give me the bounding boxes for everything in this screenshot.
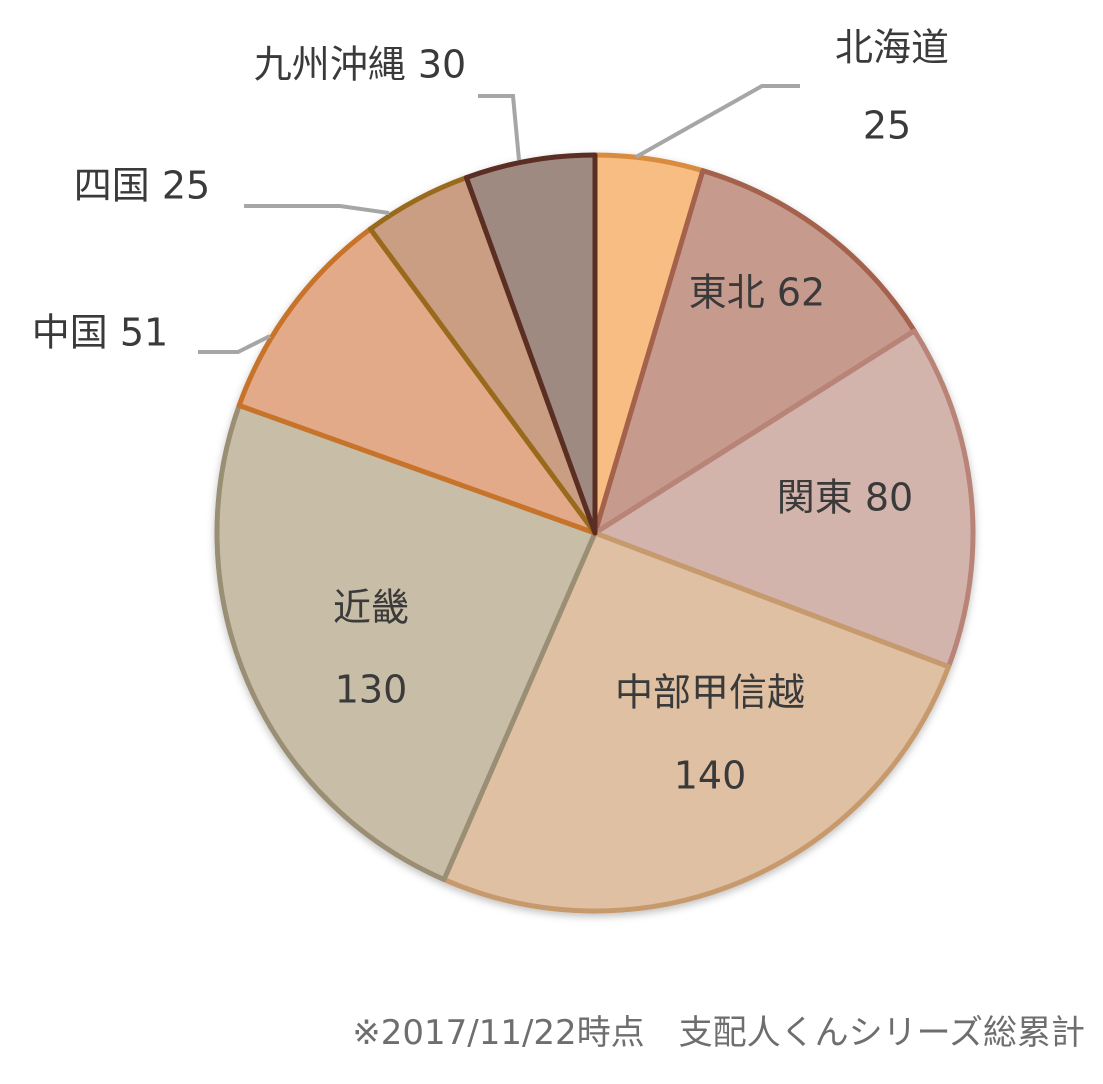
footnote: ※2017/11/22時点 支配人くんシリーズ総累計 [352,1013,1085,1053]
leader-line-7 [244,204,390,215]
pie-slice-2 [592,168,917,536]
outer-label-7: 四国 25 [74,164,210,208]
pie-slice-5 [214,402,598,883]
slice-label-value-5: 130 [335,668,408,712]
slice-label-value-4: 140 [674,754,747,798]
slice-label-2: 東北 62 [689,271,825,315]
pie-slice-3 [592,328,976,670]
pie-slice-6 [236,226,598,536]
outer-label-8: 九州沖縄 30 [254,43,466,87]
pie-slice-8 [463,152,598,536]
leader-line-6 [198,334,271,354]
leader-lines [198,84,800,354]
pie-slices [214,152,976,914]
outer-label-name-1: 北海道 [835,26,949,70]
leader-line-1 [635,84,800,159]
pie-slice-4 [441,530,952,914]
outer-label-value-1: 25 [863,104,911,148]
slice-label-3: 関東 80 [777,476,913,520]
leader-line-8 [478,94,521,161]
slice-label-name-4: 中部甲信越 [615,671,805,715]
slice-labels: 北海道 25 東北 62 関東 80 中部甲信越 140 近畿 130 中国 51 四国 25 九州… [32,26,949,798]
slice-label-name-5: 近畿 [333,586,409,630]
outer-label-6: 中国 51 [32,311,168,355]
